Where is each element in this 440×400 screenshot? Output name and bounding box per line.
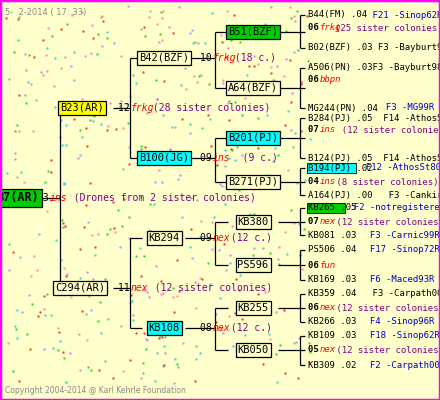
Text: PS596: PS596	[237, 260, 269, 270]
Text: F3 -MG99R: F3 -MG99R	[359, 104, 434, 112]
Text: KB109 .03: KB109 .03	[308, 332, 356, 340]
Text: F12 -AthosSt80R: F12 -AthosSt80R	[355, 164, 440, 172]
Text: 09: 09	[200, 233, 218, 243]
Text: B124(PJ) .05  F14 -AthosSt80R: B124(PJ) .05 F14 -AthosSt80R	[308, 154, 440, 162]
FancyBboxPatch shape	[307, 203, 345, 213]
Text: frkg: frkg	[213, 53, 236, 63]
Text: KB108: KB108	[148, 323, 180, 333]
Text: KB169 .03: KB169 .03	[308, 276, 356, 284]
Text: (18 c.): (18 c.)	[229, 53, 276, 63]
Text: B271(PJ): B271(PJ)	[228, 177, 278, 187]
Text: B100(JG): B100(JG)	[139, 153, 189, 163]
Text: fun: fun	[320, 260, 336, 270]
Text: B42(BZF): B42(BZF)	[139, 53, 189, 63]
Text: (12 sister colonies): (12 sister colonies)	[143, 283, 272, 293]
Text: ins: ins	[213, 153, 230, 163]
Text: 08: 08	[200, 323, 218, 333]
Text: KB081 .03: KB081 .03	[308, 230, 356, 240]
Text: 04: 04	[308, 178, 324, 186]
Text: KB380: KB380	[237, 217, 269, 227]
Text: F17 -Sinop72R: F17 -Sinop72R	[343, 246, 440, 254]
Text: B44(FM) .04: B44(FM) .04	[308, 10, 367, 20]
Text: 5-  2-2014 ( 17: 33): 5- 2-2014 ( 17: 33)	[5, 8, 86, 17]
Text: F4 -Sinop96R: F4 -Sinop96R	[343, 318, 434, 326]
Text: B23(AR): B23(AR)	[60, 103, 104, 113]
Text: (25 sister colonies): (25 sister colonies)	[335, 24, 440, 32]
Text: A64(BZF): A64(BZF)	[228, 83, 278, 93]
Text: nex: nex	[320, 218, 336, 226]
Text: 12: 12	[118, 103, 136, 113]
Text: F18 -Sinop62R: F18 -Sinop62R	[343, 332, 440, 340]
Text: (12 c.): (12 c.)	[225, 233, 272, 243]
Text: KB359 .04   F3 -Carpath00R: KB359 .04 F3 -Carpath00R	[308, 290, 440, 298]
Text: ins: ins	[320, 178, 336, 186]
Text: 06: 06	[308, 260, 324, 270]
Text: nex: nex	[213, 323, 230, 333]
Text: nex: nex	[213, 233, 230, 243]
Text: B51(BZF): B51(BZF)	[228, 27, 278, 37]
Text: 09: 09	[200, 153, 218, 163]
Text: KB294: KB294	[148, 233, 180, 243]
Text: ins: ins	[50, 193, 67, 203]
Text: KB265 .05: KB265 .05	[308, 204, 356, 212]
Text: B7(AR): B7(AR)	[0, 192, 39, 204]
Text: B201(PJ): B201(PJ)	[228, 133, 278, 143]
Text: MG244(PN) .04: MG244(PN) .04	[308, 104, 378, 112]
Text: F21 -Sinop62R: F21 -Sinop62R	[351, 10, 440, 20]
Text: F6 -Maced93R: F6 -Maced93R	[343, 276, 434, 284]
Text: (8 sister colonies): (8 sister colonies)	[331, 178, 439, 186]
Text: B194(PJ) .02: B194(PJ) .02	[308, 164, 373, 172]
Text: 06: 06	[308, 304, 324, 312]
Text: nex: nex	[320, 346, 336, 354]
Text: frkg: frkg	[320, 24, 341, 32]
Text: ins: ins	[320, 126, 336, 134]
Text: nex: nex	[131, 283, 148, 293]
Text: B02(BZF) .03 F3 -Bayburt98-3R: B02(BZF) .03 F3 -Bayburt98-3R	[308, 44, 440, 52]
Text: KB050: KB050	[237, 345, 269, 355]
FancyBboxPatch shape	[307, 163, 356, 173]
Text: nex: nex	[320, 304, 336, 312]
Text: 05: 05	[308, 346, 324, 354]
Text: 07: 07	[308, 126, 324, 134]
Text: PS506 .04: PS506 .04	[308, 246, 356, 254]
Text: 06: 06	[308, 76, 324, 84]
Text: 10: 10	[200, 53, 218, 63]
Text: F2 -Carpath00R: F2 -Carpath00R	[343, 360, 440, 370]
Text: A164(PJ) .00   F3 -Cankiri97Q: A164(PJ) .00 F3 -Cankiri97Q	[308, 190, 440, 200]
Text: B284(PJ) .05  F14 -AthosSt80R: B284(PJ) .05 F14 -AthosSt80R	[308, 114, 440, 122]
Text: KB309 .02: KB309 .02	[308, 360, 356, 370]
Text: (12 sister colonies): (12 sister colonies)	[331, 304, 440, 312]
Text: KB255: KB255	[237, 303, 269, 313]
Text: (28 sister colonies): (28 sister colonies)	[147, 103, 271, 113]
Text: Copyright 2004-2014 @ Karl Kehrle Foundation: Copyright 2004-2014 @ Karl Kehrle Founda…	[5, 386, 186, 395]
Text: (12 sister colonies): (12 sister colonies)	[331, 218, 440, 226]
Text: KB266 .03: KB266 .03	[308, 318, 356, 326]
Text: 13: 13	[37, 193, 55, 203]
Text: (12 sister colonies): (12 sister colonies)	[331, 126, 440, 134]
Text: A506(PN) .03F3 -Bayburt98-3R: A506(PN) .03F3 -Bayburt98-3R	[308, 64, 440, 72]
Text: (9 c.): (9 c.)	[225, 153, 278, 163]
Text: (12 sister colonies): (12 sister colonies)	[331, 346, 440, 354]
Text: F3 -Carnic99R: F3 -Carnic99R	[343, 230, 440, 240]
Text: (12 c.): (12 c.)	[225, 323, 272, 333]
Text: (Drones from 2 sister colonies): (Drones from 2 sister colonies)	[62, 193, 256, 203]
Text: bbpn: bbpn	[320, 76, 341, 84]
Text: 07: 07	[308, 218, 324, 226]
Text: F2 -notregistered: F2 -notregistered	[343, 204, 440, 212]
Text: 11: 11	[118, 283, 136, 293]
Text: C294(AR): C294(AR)	[55, 283, 105, 293]
Text: 06: 06	[308, 24, 324, 32]
Text: frkg: frkg	[131, 103, 154, 113]
